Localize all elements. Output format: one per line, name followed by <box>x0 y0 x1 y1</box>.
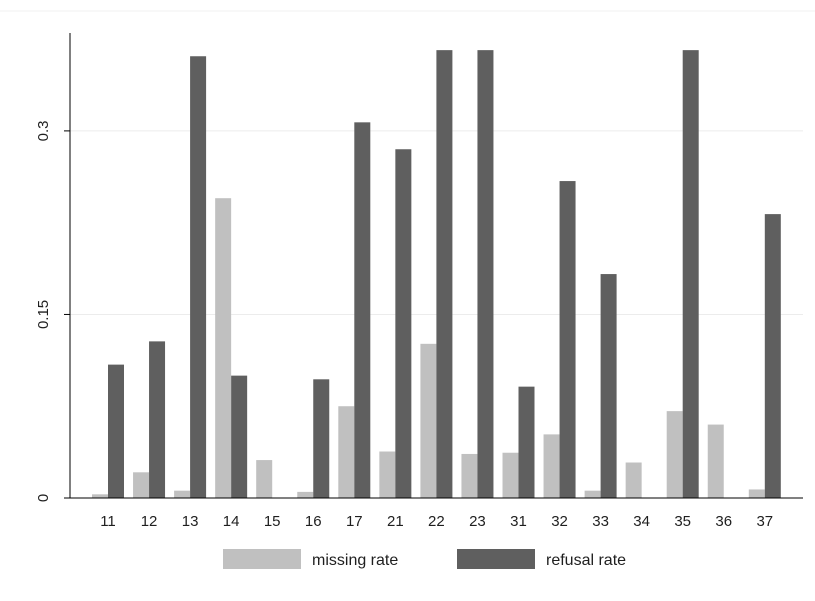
bar-refusal-rate-35 <box>682 50 699 498</box>
x-tick-label-31: 31 <box>510 513 527 530</box>
y-tick-label-0: 0 <box>35 494 52 502</box>
x-tick-label-12: 12 <box>141 513 158 530</box>
axes <box>64 33 803 499</box>
x-tick-label-14: 14 <box>223 513 240 530</box>
bar-missing-rate-11 <box>92 494 108 498</box>
bar-missing-rate-34 <box>625 462 642 498</box>
x-tick-label-15: 15 <box>264 513 281 530</box>
bar-refusal-rate-23 <box>477 50 494 498</box>
x-tick-label-23: 23 <box>469 513 486 530</box>
y-tick-label-1: 0.15 <box>35 300 52 329</box>
bar-missing-rate-12 <box>133 472 150 498</box>
x-tick-label-13: 13 <box>182 513 199 530</box>
x-tick-label-32: 32 <box>551 513 568 530</box>
x-tick-label-35: 35 <box>674 513 691 530</box>
bar-refusal-rate-12 <box>149 341 166 498</box>
x-tick-label-11: 11 <box>100 513 116 530</box>
bar-refusal-rate-21 <box>395 149 412 498</box>
bar-missing-rate-17 <box>338 406 355 498</box>
bar-missing-rate-22 <box>420 343 437 498</box>
legend-swatch-refusal-rate <box>457 549 535 569</box>
tick-labels: 11 12 13 14 15 16 17 21 22 23 31 32 33 34 35 36 37 0 0.15 0… <box>35 120 773 530</box>
bar-refusal-rate-13 <box>190 56 207 498</box>
bar-missing-rate-32 <box>543 434 560 498</box>
legend-label-missing-rate: missing rate <box>312 552 398 569</box>
bar-missing-rate-21 <box>379 451 396 498</box>
bar-refusal-rate-37 <box>764 214 781 498</box>
x-tick-label-37: 37 <box>756 513 773 530</box>
bar-refusal-rate-33 <box>600 274 617 498</box>
bar-missing-rate-35 <box>666 411 683 498</box>
bars <box>92 50 781 498</box>
legend-swatch-missing-rate <box>223 549 301 569</box>
y-tick-label-2: 0.3 <box>35 120 52 141</box>
x-tick-label-36: 36 <box>715 513 732 530</box>
bar-missing-rate-33 <box>584 490 601 498</box>
bar-missing-rate-31 <box>502 452 519 498</box>
bar-refusal-rate-16 <box>313 379 330 498</box>
bar-missing-rate-16 <box>297 491 314 498</box>
bar-refusal-rate-31 <box>518 386 535 498</box>
x-tick-label-34: 34 <box>633 513 650 530</box>
bar-refusal-rate-17 <box>354 122 371 498</box>
legend: missing rate refusal rate <box>223 549 626 569</box>
bar-missing-rate-23 <box>461 453 478 498</box>
bar-missing-rate-36 <box>707 424 724 498</box>
bar-refusal-rate-11 <box>108 364 124 498</box>
x-tick-label-17: 17 <box>346 513 363 530</box>
bar-missing-rate-37 <box>748 489 765 498</box>
bar-refusal-rate-32 <box>559 181 576 498</box>
bar-missing-rate-13 <box>174 490 191 498</box>
x-tick-label-16: 16 <box>305 513 322 530</box>
bar-refusal-rate-22 <box>436 50 453 498</box>
bar-missing-rate-14 <box>215 198 232 498</box>
bar-missing-rate-15 <box>256 460 273 498</box>
x-tick-label-22: 22 <box>428 513 445 530</box>
x-tick-label-33: 33 <box>592 513 609 530</box>
x-tick-label-21: 21 <box>387 513 404 530</box>
legend-label-refusal-rate: refusal rate <box>546 552 626 569</box>
bar-refusal-rate-14 <box>231 375 248 498</box>
